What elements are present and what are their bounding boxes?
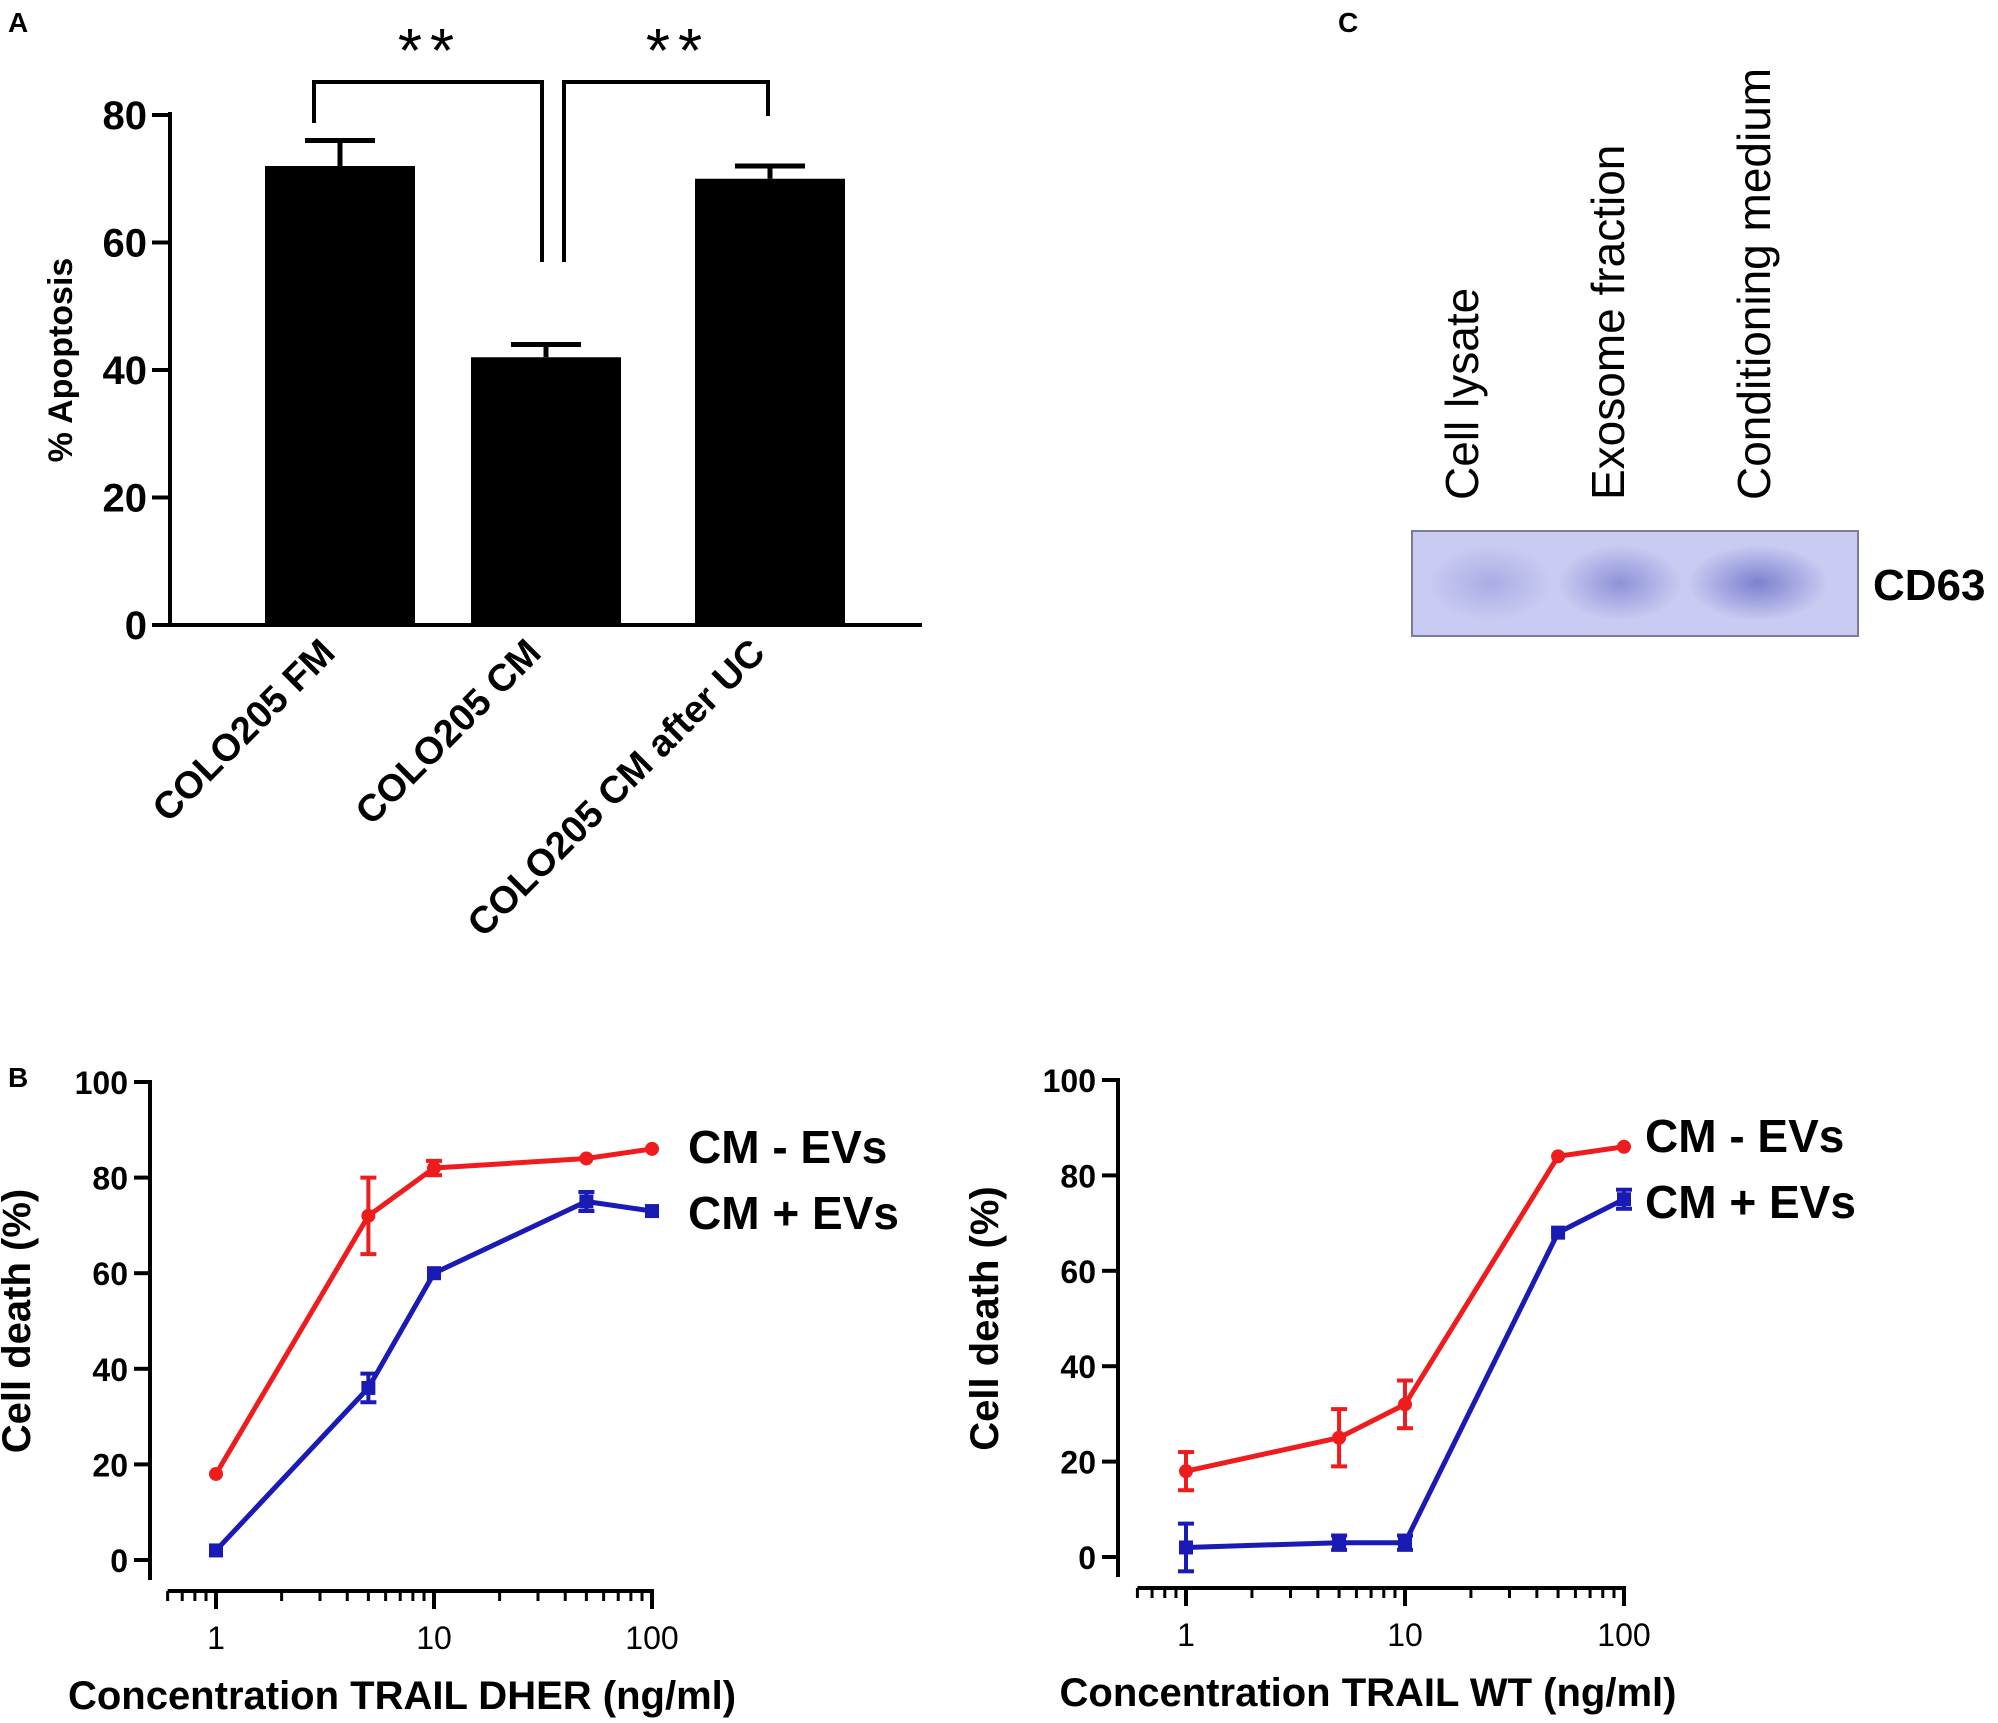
significance-stars-right: ** — [646, 17, 710, 86]
blot-lane-labels: Cell lysate Exosome fraction Conditioning … — [1436, 68, 1780, 500]
significance-stars-left: ** — [398, 17, 462, 86]
blot-lane-label: Cell lysate — [1436, 288, 1488, 500]
panel-label-a: A — [8, 7, 28, 38]
data-point — [1551, 1149, 1566, 1164]
y-tick-label: 20 — [103, 477, 148, 521]
data-point — [645, 1204, 659, 1219]
y-tick-label: 60 — [92, 1256, 128, 1292]
y-axis-label: Cell death (%) — [963, 1186, 1007, 1450]
bar-chart-panel-a: A % Apoptosis 0 20 40 60 80 COLO205 FM COLO20… — [8, 7, 922, 945]
blot-bands — [1428, 545, 1828, 621]
data-point — [579, 1151, 594, 1166]
x-tick-label: 100 — [1597, 1617, 1650, 1653]
y-tick-label: 40 — [103, 349, 148, 393]
x-tick-label: 100 — [625, 1620, 678, 1656]
western-blot-panel-c: C Cell lysate Exosome fraction Conditionin… — [1338, 7, 1986, 637]
data-point — [645, 1141, 659, 1156]
data-point — [1617, 1139, 1631, 1154]
data-point — [361, 1380, 376, 1395]
y-tick-label: 40 — [1060, 1349, 1096, 1385]
category-label: COLO205 FM — [145, 632, 343, 830]
data-point — [361, 1208, 376, 1223]
bar — [695, 178, 845, 625]
legend-entry: CM + EVs — [1645, 1176, 1856, 1228]
data-point — [209, 1543, 223, 1558]
series-line — [1185, 1197, 1626, 1550]
x-tick-label: 10 — [1387, 1617, 1423, 1653]
data-point — [579, 1194, 594, 1209]
data-point — [1617, 1192, 1631, 1207]
data-point — [1398, 1535, 1412, 1550]
blot-lane-label: Exosome fraction — [1582, 145, 1634, 500]
y-tick-label: 80 — [92, 1161, 128, 1197]
x-axis-label: Concentration TRAIL WT (ng/ml) — [1060, 1671, 1677, 1715]
significance-bracket-right — [562, 80, 770, 262]
y-tick-label: 100 — [1043, 1063, 1096, 1099]
bar — [265, 166, 415, 625]
bar-chart-y-ticks: 0 20 40 60 80 — [103, 94, 170, 648]
bar-series — [265, 166, 845, 625]
y-tick-label: 60 — [103, 222, 148, 266]
legend-entry: CM - EVs — [1645, 1110, 1844, 1162]
data-point — [427, 1161, 441, 1176]
data-point — [427, 1266, 441, 1281]
bar-chart-y-axis-label: % Apoptosis — [42, 258, 80, 463]
x-tick-label: 10 — [416, 1620, 452, 1656]
blot-band — [1688, 545, 1828, 621]
line-chart-trail-dher: 0 20 40 60 80 100 1 10 100 Concentration TRAIL DH… — [0, 1065, 899, 1718]
panel-label-b: B — [8, 1062, 28, 1093]
bar-error-bars — [305, 138, 805, 358]
y-tick-label: 0 — [125, 604, 147, 648]
x-axis-label: Concentration TRAIL DHER (ng/ml) — [68, 1674, 736, 1718]
data-point — [1398, 1397, 1412, 1412]
line-chart-trail-wt: 0 20 40 60 80 100 1 10 100 Concentration TRAIL WT… — [963, 1063, 1856, 1715]
data-point — [1179, 1464, 1193, 1479]
blot-lane-label: Conditioning medium — [1728, 68, 1780, 500]
y-tick-label: 80 — [103, 94, 148, 138]
y-axis-label: Cell death (%) — [0, 1189, 39, 1453]
bar — [471, 357, 621, 625]
legend-entry: CM + EVs — [688, 1187, 899, 1239]
panel-label-c: C — [1338, 7, 1358, 38]
y-tick-label: 0 — [110, 1543, 128, 1579]
blot-band — [1558, 545, 1682, 621]
y-tick-label: 20 — [92, 1447, 128, 1483]
category-label: COLO205 CM — [348, 632, 549, 833]
series-line — [214, 1198, 653, 1553]
data-point — [1179, 1540, 1193, 1555]
y-tick-label: 20 — [1060, 1445, 1096, 1481]
y-tick-label: 0 — [1078, 1540, 1096, 1576]
y-tick-label: 40 — [92, 1352, 128, 1388]
data-point — [1332, 1430, 1347, 1445]
data-point — [1551, 1225, 1566, 1240]
significance-bracket-left — [312, 80, 544, 262]
y-tick-label: 60 — [1060, 1254, 1096, 1290]
x-tick-label: 1 — [207, 1620, 225, 1656]
data-point — [1332, 1535, 1347, 1550]
blot-marker-label: CD63 — [1873, 561, 1986, 610]
y-tick-label: 80 — [1060, 1158, 1096, 1194]
legend-entry: CM - EVs — [688, 1121, 887, 1173]
data-point — [209, 1466, 223, 1481]
blot-band — [1428, 545, 1552, 621]
x-tick-label: 1 — [1177, 1617, 1195, 1653]
y-tick-label: 100 — [75, 1065, 128, 1101]
